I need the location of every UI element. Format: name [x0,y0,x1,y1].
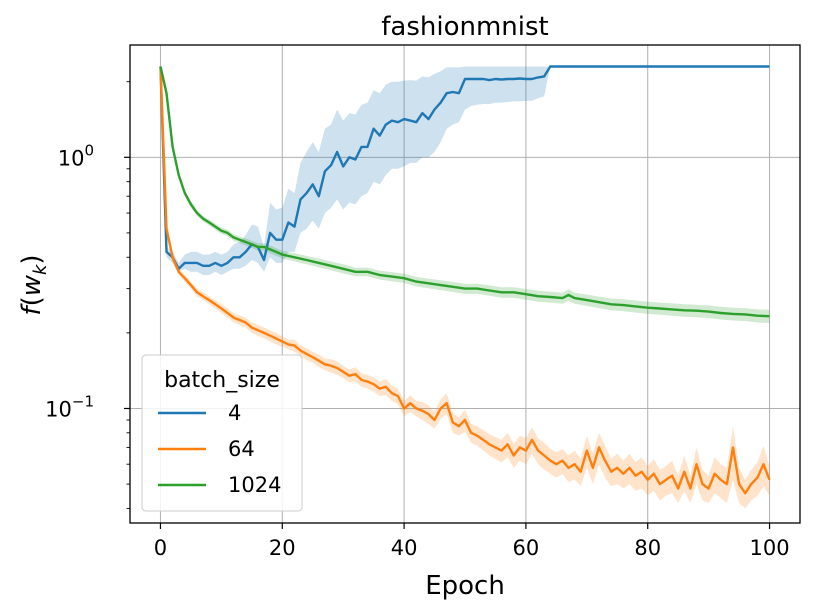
band-series-4 [160,66,770,275]
x-tick-label: 20 [269,536,296,560]
legend-box [141,354,303,512]
legend-label-64: 64 [228,437,255,461]
line-series-64 [159,66,771,495]
line-series-4 [159,65,770,270]
x-tick-label: 0 [154,536,167,560]
legend: batch_size 4 64 1024 [141,354,303,512]
line-series-1024 [159,66,770,318]
chart-title: fashionmnist [381,12,549,42]
legend-label-4: 4 [228,401,241,425]
x-tick-label: 40 [391,536,418,560]
y-tick-label: 10−1 [45,392,94,421]
y-axis-ticks: 100 10−1 [45,81,130,509]
x-tick-label: 100 [749,536,789,560]
x-axis-ticks: 0 20 40 60 80 100 [154,523,790,560]
band-series-1024 [160,66,770,323]
y-tick-label: 100 [58,141,94,170]
plot-frame [129,44,801,524]
x-tick-label: 60 [513,536,540,560]
y-axis-label: f(wk) [17,254,51,315]
grid-lines [130,45,800,523]
legend-title: batch_size [164,368,280,393]
legend-label-1024: 1024 [228,473,281,497]
series-lines [159,65,771,495]
x-axis-label: Epoch [425,571,505,601]
x-tick-label: 80 [634,536,661,560]
